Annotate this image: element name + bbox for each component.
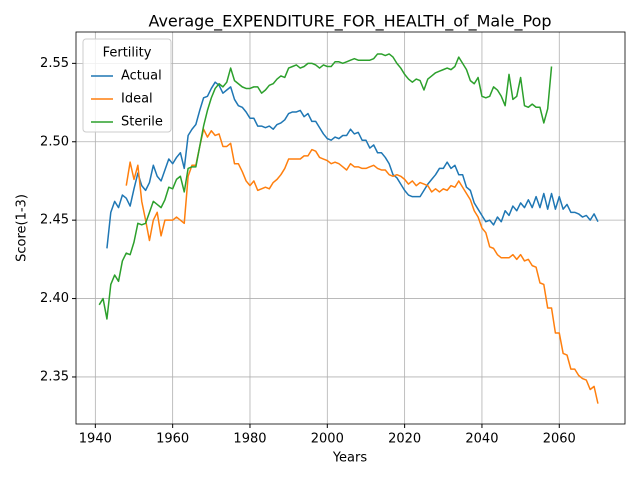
- x-axis-label: Years: [332, 451, 368, 466]
- legend-label: Sterile: [121, 115, 163, 130]
- legend-title: Fertility: [103, 46, 152, 61]
- legend-label: Ideal: [121, 92, 153, 107]
- x-tick-label: 2000: [311, 432, 344, 447]
- x-tick-label: 1960: [156, 432, 189, 447]
- x-tick-label: 1940: [79, 432, 112, 447]
- series-line: [125, 128, 599, 404]
- x-tick-label: 2040: [465, 432, 498, 447]
- x-tick-label: 2020: [388, 432, 421, 447]
- y-tick-label: 2.35: [40, 369, 69, 384]
- legend-label: Actual: [121, 69, 162, 84]
- y-tick-label: 2.45: [40, 213, 69, 228]
- y-tick-label: 2.50: [40, 134, 69, 149]
- x-tick-label: 2060: [543, 432, 576, 447]
- plot-frame: [75, 31, 626, 425]
- chart-title: Average_EXPENDITURE_FOR_HEALTH_of_Male_P…: [148, 12, 551, 32]
- y-tick-label: 2.55: [40, 56, 69, 71]
- y-axis-label: Score(1-3): [15, 194, 30, 262]
- legend-box: [82, 38, 172, 133]
- x-tick-label: 1980: [233, 432, 266, 447]
- series-line: [106, 81, 599, 249]
- y-tick-label: 2.40: [40, 291, 69, 306]
- series-line: [98, 53, 553, 320]
